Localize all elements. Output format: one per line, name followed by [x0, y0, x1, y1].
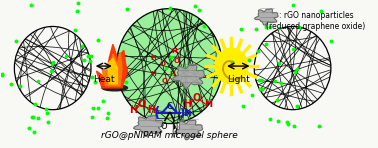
Text: : rGO nanoparticles: : rGO nanoparticles [279, 11, 353, 20]
Text: H: H [184, 99, 192, 109]
Text: H: H [204, 99, 212, 109]
Text: H: H [129, 105, 137, 115]
Polygon shape [96, 44, 127, 88]
Polygon shape [175, 120, 203, 140]
Text: H: H [150, 71, 156, 77]
Text: (reduced graphene oxide): (reduced graphene oxide) [266, 22, 366, 31]
Text: H: H [147, 105, 155, 115]
Text: H: H [171, 131, 177, 139]
Text: rGO@pNIPAM microgel sphere: rGO@pNIPAM microgel sphere [101, 131, 238, 140]
Text: N: N [171, 123, 177, 132]
Polygon shape [107, 58, 118, 84]
Text: O: O [159, 61, 165, 67]
Text: H: H [169, 71, 175, 77]
Text: O: O [138, 99, 146, 109]
Text: O: O [162, 78, 168, 84]
Polygon shape [255, 9, 278, 25]
Text: O: O [161, 122, 167, 131]
Text: H: H [171, 48, 177, 54]
Text: )n: )n [179, 108, 192, 118]
Text: O: O [174, 58, 180, 64]
Ellipse shape [102, 85, 127, 91]
Text: C: C [166, 102, 172, 111]
Text: Heat: Heat [93, 75, 115, 85]
Circle shape [215, 48, 248, 84]
Polygon shape [134, 116, 163, 136]
Text: O: O [193, 93, 201, 103]
Polygon shape [173, 65, 204, 88]
Text: Light: Light [227, 75, 250, 85]
Polygon shape [102, 52, 122, 86]
Text: (: ( [153, 106, 160, 120]
Circle shape [116, 9, 222, 124]
Text: H: H [150, 55, 156, 61]
